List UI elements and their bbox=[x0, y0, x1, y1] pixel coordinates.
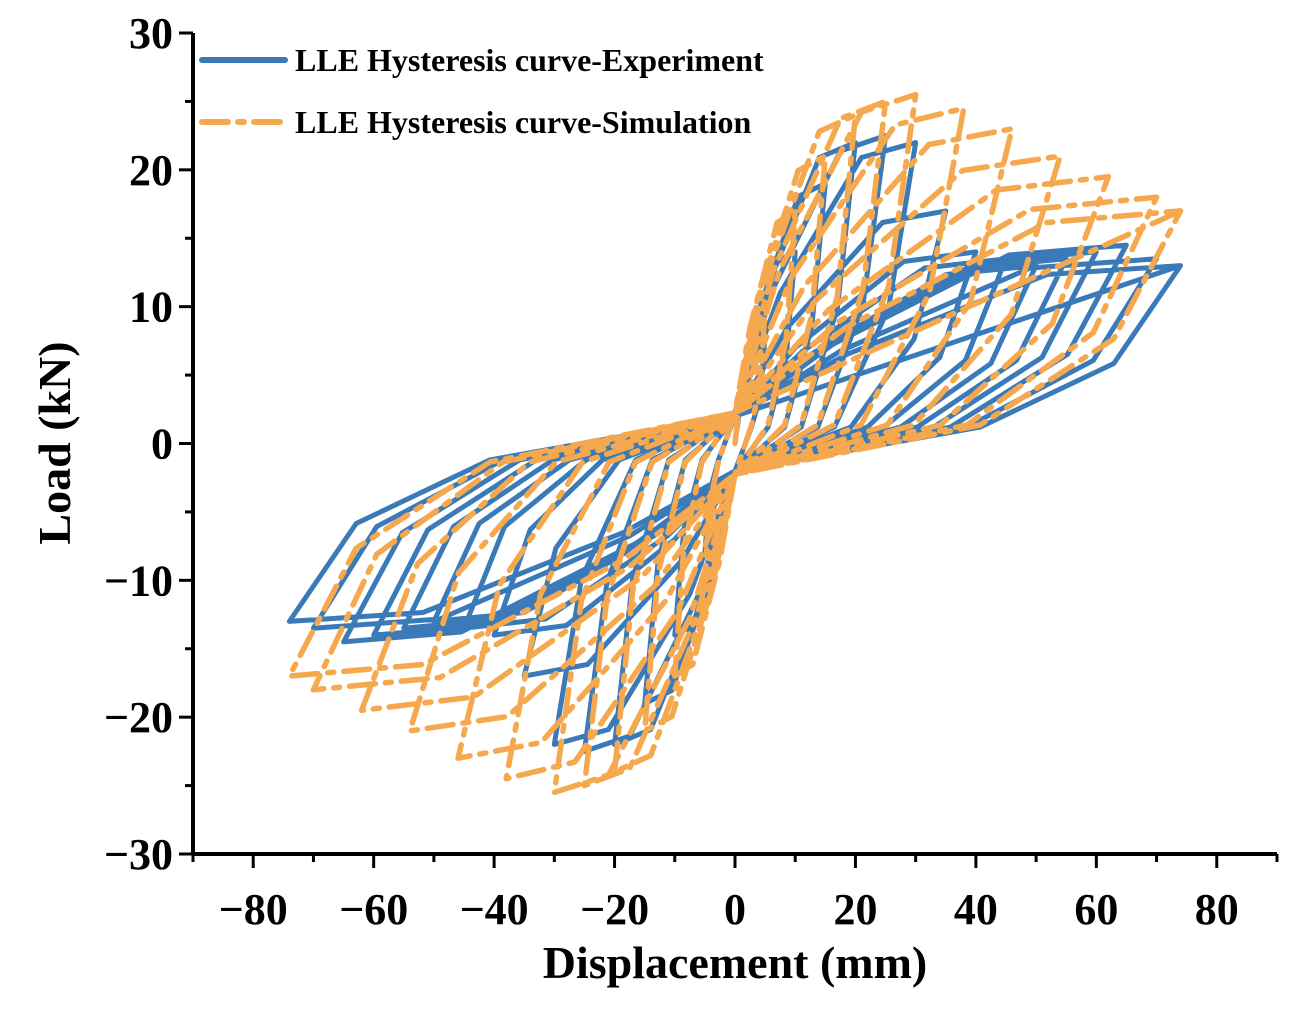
legend: LLE Hysteresis curve-Experiment LLE Hyst… bbox=[199, 42, 764, 140]
x-tick-label: 60 bbox=[1074, 885, 1118, 934]
x-tick-label: 20 bbox=[833, 885, 877, 934]
legend-label-simulation: LLE Hysteresis curve-Simulation bbox=[295, 104, 752, 140]
x-tick-label: −80 bbox=[219, 885, 288, 934]
y-tick-label: 30 bbox=[129, 9, 173, 58]
y-tick-label: 10 bbox=[129, 283, 173, 332]
axes: −80 −60 −40 −20 0 20 40 60 80 −30 −20 −10 0 10 20 30 bbox=[104, 9, 1279, 934]
hysteresis-line-simulation bbox=[286, 91, 1184, 796]
plot-area bbox=[286, 91, 1184, 796]
x-tick-label: 0 bbox=[724, 885, 746, 934]
y-tick-label: −30 bbox=[104, 830, 173, 879]
x-tick-label: −20 bbox=[580, 885, 649, 934]
x-tick-label: −60 bbox=[339, 885, 408, 934]
x-tick-label: 40 bbox=[954, 885, 998, 934]
y-axis-title: Load (kN) bbox=[29, 341, 80, 544]
x-tick-label: 80 bbox=[1195, 885, 1239, 934]
y-tick-label: −10 bbox=[104, 556, 173, 605]
x-axis-title: Displacement (mm) bbox=[543, 937, 928, 988]
y-tick-label: −20 bbox=[104, 693, 173, 742]
y-tick-label: 0 bbox=[151, 420, 173, 469]
y-tick-label: 20 bbox=[129, 146, 173, 195]
series-simulation bbox=[286, 91, 1184, 796]
legend-label-experiment: LLE Hysteresis curve-Experiment bbox=[295, 42, 764, 78]
x-tick-label: −40 bbox=[460, 885, 529, 934]
